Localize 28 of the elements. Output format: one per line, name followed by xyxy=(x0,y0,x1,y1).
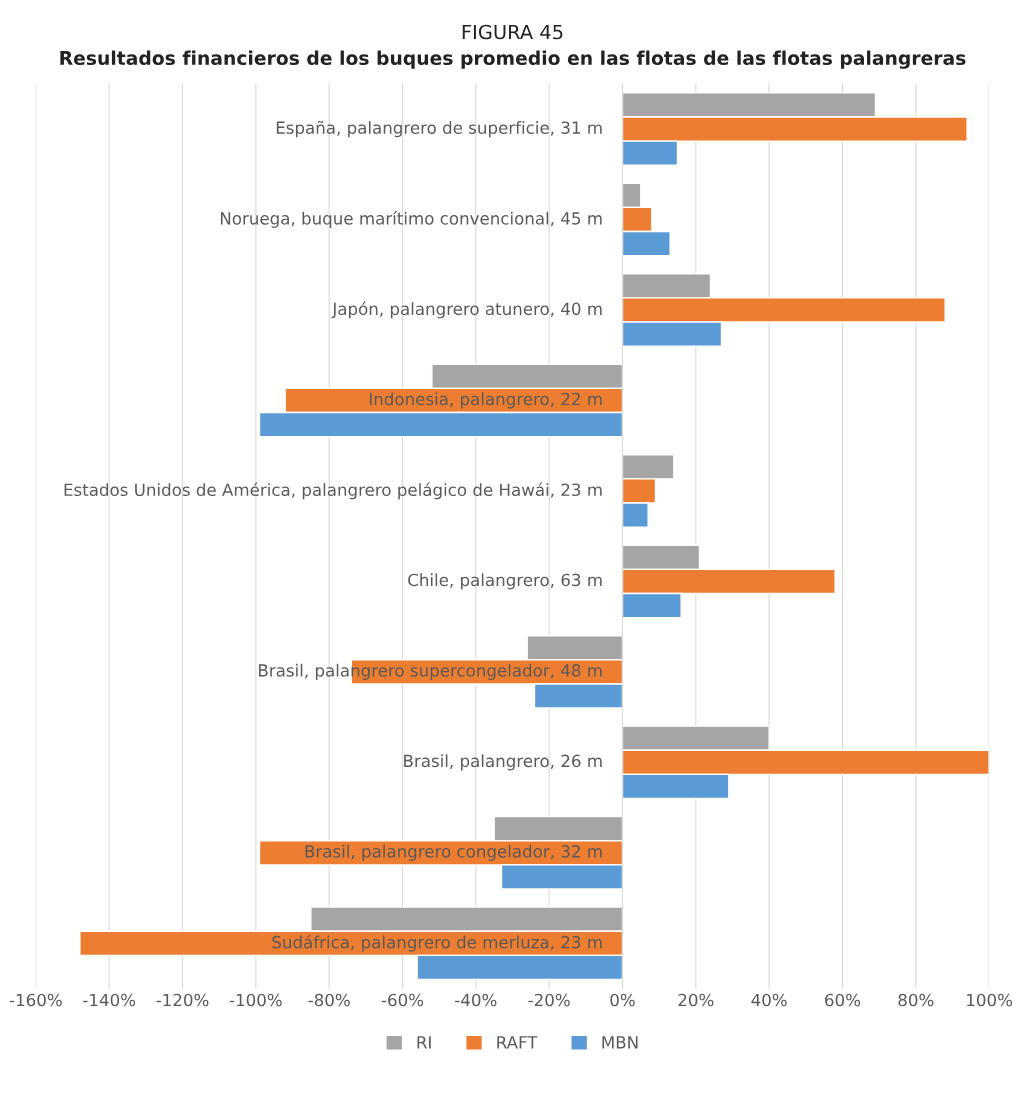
x-tick-label: 20% xyxy=(678,993,714,1007)
y-tick-label: Chile, palangrero, 63 m xyxy=(408,573,602,590)
x-tick-label: 0% xyxy=(610,993,635,1007)
x-tick-label: 40% xyxy=(751,993,787,1007)
chart-subtitle: Resultados financieros de los buques promedio en las flotas de las flotas palangreras xyxy=(60,50,966,69)
y-tick-label: Sudáfrica, palangrero de merluza, 23 m xyxy=(272,934,602,952)
x-tick-label: -80% xyxy=(308,993,350,1007)
x-tick-label: -40% xyxy=(455,993,497,1007)
x-tick-label: -60% xyxy=(381,993,424,1007)
y-tick-label: Japón, palangrero atunero, 40 m xyxy=(331,301,602,319)
x-tick-label: 80% xyxy=(898,993,934,1007)
y-tick-label: Brasil, palangrero, 26 m xyxy=(404,754,602,771)
y-tick-label: Estados Unidos de América, palangrero pelágico de Hawái, 23 m xyxy=(64,482,602,500)
x-tick-label: 100% xyxy=(967,993,1013,1007)
legend-label: RAFT xyxy=(497,1036,538,1049)
chart-title: FIGURA 45 xyxy=(462,24,563,40)
x-tick-label: -20% xyxy=(528,993,570,1007)
legend-label: RI xyxy=(417,1036,431,1049)
x-tick-label: -160% xyxy=(9,993,62,1007)
y-tick-label: Indonesia, palangrero, 22 m xyxy=(369,392,602,409)
y-tick-label: Brasil, palangrero congelador, 32 m xyxy=(305,844,602,861)
y-tick-label: España, palangrero de superficie, 31 m xyxy=(276,120,602,138)
y-tick-label: Noruega, buque marítimo convencional, 45 m xyxy=(220,211,602,228)
legend-label: MBN xyxy=(602,1036,638,1049)
x-tick-label: -120% xyxy=(156,993,209,1007)
x-tick-label: -140% xyxy=(83,993,136,1007)
x-tick-label: -100% xyxy=(229,993,282,1007)
x-tick-label: 60% xyxy=(825,993,861,1007)
